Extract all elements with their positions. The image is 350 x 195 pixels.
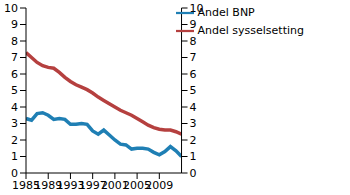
svg-text:7: 7 — [190, 51, 197, 64]
svg-text:9: 9 — [11, 18, 18, 31]
svg-text:7: 7 — [11, 51, 18, 64]
svg-text:2: 2 — [190, 134, 197, 147]
svg-text:10: 10 — [4, 2, 18, 15]
svg-text:8: 8 — [190, 35, 197, 48]
svg-text:5: 5 — [190, 84, 197, 97]
svg-text:1: 1 — [11, 150, 18, 163]
svg-text:3: 3 — [190, 117, 197, 130]
svg-text:3: 3 — [11, 117, 18, 130]
svg-text:9: 9 — [190, 18, 197, 31]
svg-text:2: 2 — [11, 134, 18, 147]
svg-text:6: 6 — [190, 68, 197, 81]
svg-text:4: 4 — [11, 101, 18, 114]
svg-text:2009: 2009 — [145, 179, 173, 192]
svg-text:8: 8 — [11, 35, 18, 48]
svg-text:5: 5 — [11, 84, 18, 97]
svg-text:4: 4 — [190, 101, 197, 114]
svg-text:0: 0 — [11, 167, 18, 180]
svg-text:10: 10 — [190, 2, 204, 15]
svg-text:1: 1 — [190, 150, 197, 163]
svg-text:6: 6 — [11, 68, 18, 81]
svg-text:0: 0 — [190, 167, 197, 180]
